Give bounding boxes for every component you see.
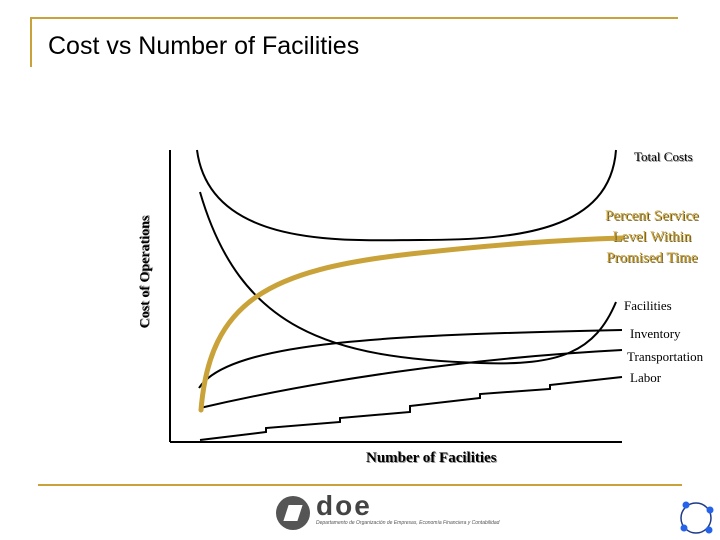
y-axis-title: Cost of Operations [138, 215, 153, 329]
label-service-level-line-1: Percent Service [605, 208, 699, 224]
logo-tagline: Departamento de Organización de Empresas… [316, 520, 500, 526]
logo-text: doe [316, 490, 372, 521]
facilities-curve [199, 191, 617, 365]
label-inventory: Inventory [630, 326, 681, 341]
logo-mark-icon [276, 496, 310, 530]
service-level-curve [198, 235, 625, 413]
slide-title: Cost vs Number of Facilities [48, 32, 360, 60]
frame-left-rule [30, 17, 32, 67]
inventory-curve [198, 329, 623, 389]
transportation-curve [199, 349, 623, 409]
x-axis-title: Number of Facilities [366, 450, 497, 466]
label-labor: Labor [630, 370, 662, 385]
label-service-level-line-3: Promised Time [606, 250, 698, 266]
label-service-level: Percent Service Level Within Promised Ti… [605, 206, 699, 269]
label-service-level-line-2: Level Within [612, 229, 692, 245]
label-transportation: Transportation [627, 349, 704, 364]
frame-bottom-rule [38, 484, 682, 486]
network-ring-icon [680, 501, 714, 534]
footer-logo: doe Departamento de Organización de Empr… [276, 490, 526, 534]
label-facilities: Facilities [624, 298, 672, 313]
frame-top-rule [30, 17, 678, 19]
label-total-costs: Total Costs [634, 149, 693, 164]
labor-curve [199, 376, 623, 441]
total-costs-curve [196, 149, 617, 242]
